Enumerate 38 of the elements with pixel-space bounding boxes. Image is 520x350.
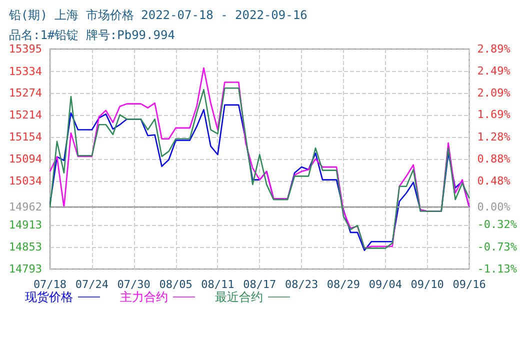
y2-tick-label: -1.13%	[477, 262, 518, 276]
y2-tick-label: 1.69%	[477, 108, 511, 122]
y2-tick-label: 0.48%	[477, 174, 511, 188]
y-tick-label: 15395	[8, 42, 42, 56]
y-tick-label: 15094	[8, 152, 42, 166]
x-tick-label: 08/23	[284, 278, 318, 291]
legend-label: 现货价格	[25, 290, 73, 304]
y-tick-label: 15214	[8, 108, 42, 122]
x-tick-label: 08/05	[159, 278, 192, 291]
chart-title: 铅(期) 上海 市场价格 2022-07-18 - 2022-09-16	[8, 8, 308, 22]
legend-label: 主力合约	[120, 290, 168, 304]
y-tick-label: 14913	[8, 218, 42, 232]
y-tick-label: 15154	[8, 130, 42, 144]
y-tick-label: 14853	[8, 240, 42, 254]
y-tick-label: 15034	[8, 174, 42, 188]
y2-tick-label: 1.28%	[477, 130, 511, 144]
y-tick-label: 15334	[8, 64, 42, 78]
legend-label: 最近合约	[215, 290, 263, 304]
x-tick-label: 07/18	[33, 278, 67, 291]
y-tick-label: 14793	[8, 262, 42, 276]
y-tick-label: 15274	[8, 86, 42, 100]
x-tick-label: 08/11	[201, 278, 234, 291]
x-tick-label: 09/10	[410, 278, 444, 291]
x-tick-label: 08/17	[243, 278, 276, 291]
y2-tick-label: 2.89%	[477, 42, 511, 56]
y2-tick-label: -0.73%	[477, 240, 518, 254]
y2-tick-label: 0.00%	[477, 200, 511, 214]
y2-tick-label: 2.09%	[477, 86, 511, 100]
x-tick-label: 07/30	[117, 278, 150, 291]
y2-tick-label: 2.49%	[477, 64, 511, 78]
x-tick-label: 09/16	[452, 278, 486, 291]
x-tick-label: 09/04	[368, 278, 402, 291]
x-tick-label: 08/29	[326, 278, 360, 291]
y-tick-label: 14962	[8, 200, 42, 214]
x-tick-label: 07/24	[75, 278, 109, 291]
y2-tick-label: 0.88%	[477, 152, 511, 166]
y2-tick-label: -0.32%	[477, 218, 518, 232]
chart-subtitle: 品名:1#铅锭 牌号:Pb99.994	[9, 28, 175, 42]
